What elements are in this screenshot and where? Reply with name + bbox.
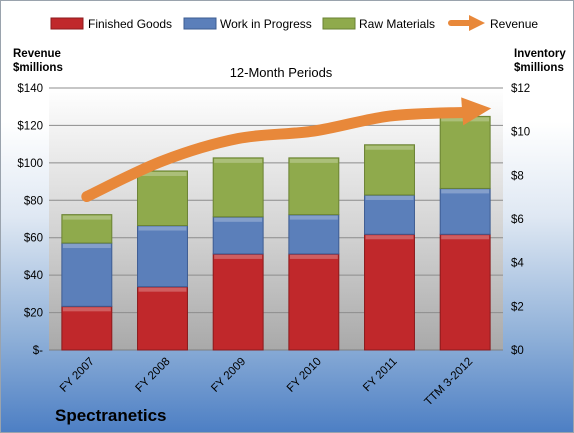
bar-finished-goods xyxy=(288,253,340,351)
bar-work-in-progress xyxy=(439,187,491,235)
legend: Finished Goods Work in Progress Raw Mate… xyxy=(50,15,538,31)
left-axis: $- $20 $40 $60 $80 $100 $120 $140 xyxy=(17,83,43,357)
bar-finished-goods xyxy=(212,253,264,351)
right-tick-label: $12 xyxy=(511,83,530,95)
left-tick-label: $80 xyxy=(24,195,43,207)
category-label: TTM 3-2012 xyxy=(423,356,476,409)
legend-swatch-finished-goods xyxy=(50,17,84,30)
right-axis-title-line2: $millions xyxy=(514,62,564,74)
left-tick-label: $40 xyxy=(24,270,43,282)
bar-highlight xyxy=(289,254,338,259)
category-label: FY 2008 xyxy=(134,356,173,395)
right-axis: $0 $2 $4 $6 $8 $10 $12 xyxy=(511,83,530,357)
left-tick-label: $100 xyxy=(17,158,43,170)
revenue-line-path xyxy=(81,106,471,203)
legend-label-raw-materials: Raw Materials xyxy=(359,17,435,31)
plot-area xyxy=(49,88,503,350)
bar-highlight xyxy=(365,195,414,200)
bar-highlight xyxy=(365,235,414,240)
legend-label-work-in-progress: Work in Progress xyxy=(220,17,312,31)
legend-swatch-revenue xyxy=(448,15,485,31)
chart-subtitle: 12-Month Periods xyxy=(230,65,333,80)
bar-raw-materials xyxy=(137,170,188,227)
bar-raw-materials xyxy=(288,157,340,216)
bar-highlight xyxy=(214,217,263,222)
right-tick-label: $2 xyxy=(511,301,524,313)
left-tick-label: $120 xyxy=(17,120,43,132)
bar-raw-materials xyxy=(212,157,264,218)
bar-finished-goods xyxy=(61,305,113,351)
bar-finished-goods xyxy=(137,286,188,351)
right-tick-label: $0 xyxy=(511,345,524,357)
category-axis: FY 2007 FY 2008 FY 2009 FY 2010 FY 2011 TTM 3… xyxy=(58,356,475,409)
category-label: FY 2009 xyxy=(209,356,248,395)
revenue-line xyxy=(81,97,492,203)
bar-finished-goods xyxy=(439,233,491,351)
bar-highlight xyxy=(138,287,187,292)
bar-highlight xyxy=(214,254,263,259)
bar-highlight xyxy=(62,307,111,312)
legend-label-finished-goods: Finished Goods xyxy=(88,17,172,31)
bar-finished-goods xyxy=(364,233,415,351)
category-label: FY 2010 xyxy=(285,356,324,395)
gridlines xyxy=(49,87,503,351)
bar-work-in-progress xyxy=(212,216,264,255)
bar-highlight xyxy=(441,189,490,194)
left-tick-label: $20 xyxy=(24,308,43,320)
left-axis-title-line1: Revenue xyxy=(13,48,61,60)
bar-highlight xyxy=(62,244,111,249)
bar-raw-materials xyxy=(439,115,491,189)
category-label: FY 2011 xyxy=(361,356,399,394)
company-name: Spectranetics xyxy=(55,406,167,425)
bars xyxy=(61,115,491,351)
bar-work-in-progress xyxy=(288,214,340,255)
bar-raw-materials xyxy=(61,214,113,244)
left-tick-label: $60 xyxy=(24,233,43,245)
right-tick-label: $10 xyxy=(511,127,530,139)
legend-swatch-work-in-progress xyxy=(183,17,217,30)
bar-raw-materials xyxy=(364,144,415,196)
bar-work-in-progress xyxy=(137,225,188,288)
category-label: FY 2007 xyxy=(58,356,97,395)
bar-highlight xyxy=(214,158,263,163)
right-tick-label: $4 xyxy=(511,258,524,270)
left-tick-label: $- xyxy=(33,345,43,357)
left-tick-label: $140 xyxy=(17,83,43,95)
bar-work-in-progress xyxy=(364,194,415,235)
revenue-arrow-head xyxy=(461,97,492,126)
bar-highlight xyxy=(365,145,414,150)
bar-work-in-progress xyxy=(61,242,113,307)
bar-highlight xyxy=(138,226,187,231)
bar-highlight xyxy=(441,235,490,240)
right-tick-label: $6 xyxy=(511,214,524,226)
bar-highlight xyxy=(289,158,338,163)
bar-highlight xyxy=(289,215,338,220)
left-axis-title-line2: $millions xyxy=(13,62,63,74)
right-tick-label: $8 xyxy=(511,170,524,182)
legend-label-revenue: Revenue xyxy=(490,17,538,31)
bar-highlight xyxy=(62,215,111,220)
right-axis-title-line1: Inventory xyxy=(514,48,566,60)
legend-swatch-raw-materials xyxy=(322,17,356,30)
bar-highlight xyxy=(138,171,187,176)
